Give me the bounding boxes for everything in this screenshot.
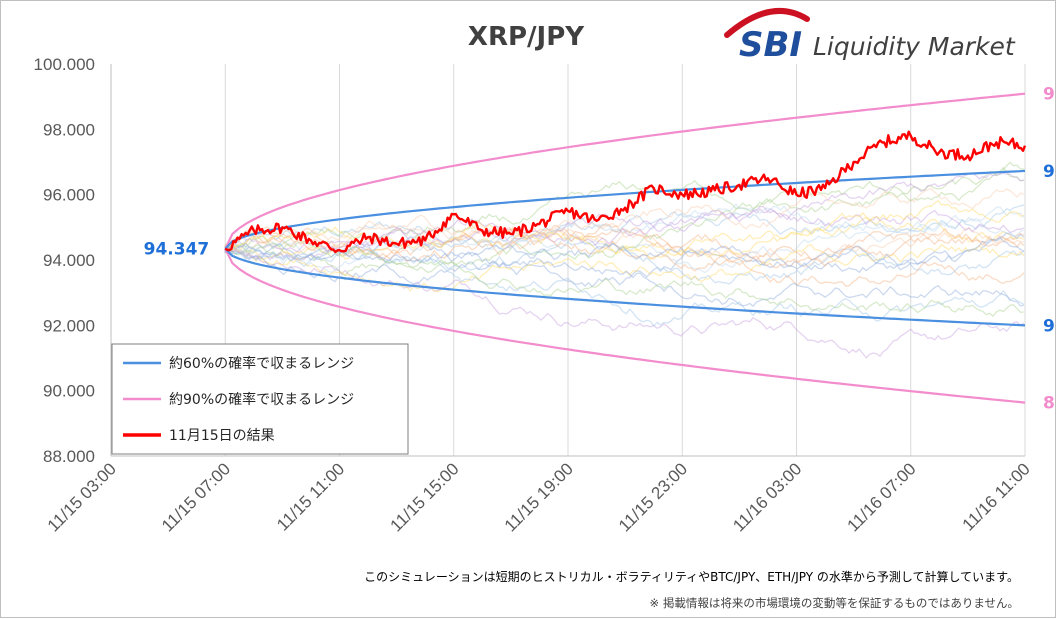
legend-label-range60: 約60%の確率で収まるレンジ xyxy=(169,355,354,372)
logo-text: Liquidity Market xyxy=(813,32,1016,61)
simulation-path xyxy=(224,242,1025,293)
simulation-path xyxy=(224,236,1025,270)
range90-upper-label: 99.091 xyxy=(1043,85,1056,105)
range60-lower-line xyxy=(224,247,1026,327)
range-bands xyxy=(224,92,1026,404)
chart-title: XRP/JPY xyxy=(468,22,585,52)
y-tick-label: 94.000 xyxy=(43,251,95,270)
x-tick-label: 11/16 11:00 xyxy=(959,459,1034,534)
simulation-path xyxy=(224,222,1025,287)
y-tick-label: 100.000 xyxy=(34,55,95,74)
legend-label-range90: 約90%の確率で収まるレンジ xyxy=(169,391,354,408)
x-tick-label: 11/16 03:00 xyxy=(729,459,805,535)
x-tick-label: 11/15 11:00 xyxy=(273,459,348,534)
simulation-path xyxy=(224,205,1025,261)
y-tick-label: 90.000 xyxy=(43,382,95,401)
sbi-logo: SBI Liquidity Market xyxy=(724,8,1016,65)
background-simulations xyxy=(224,161,1025,359)
x-tick-label: 11/15 15:00 xyxy=(387,459,463,535)
simulation-path xyxy=(224,232,1025,288)
y-tick-label: 92.000 xyxy=(43,316,95,335)
simulation-path xyxy=(224,187,1025,249)
simulation-path xyxy=(224,239,1024,318)
range60-lower-label: 91.999 xyxy=(1043,316,1056,336)
simulation-path xyxy=(224,241,1025,285)
footnote-simulation: このシミュレーションは短期のヒストリカル・ボラティリティやBTC/JPY、ETH… xyxy=(364,569,1019,584)
range90-lower-line xyxy=(224,248,1026,404)
y-axis-ticks: 100.000 98.000 96.000 94.000 92.000 90.000 88.… xyxy=(34,55,95,466)
simulation-path xyxy=(224,216,1025,262)
y-tick-label: 98.000 xyxy=(43,120,95,139)
y-tick-label: 88.000 xyxy=(43,447,95,466)
x-tick-label: 11/15 07:00 xyxy=(158,459,234,535)
simulation-path xyxy=(224,172,1025,253)
x-tick-label: 11/15 23:00 xyxy=(615,459,691,535)
range90-upper-line xyxy=(224,92,1026,250)
simulation-path xyxy=(224,226,1025,272)
logo-brand: SBI xyxy=(739,25,802,65)
simulation-path xyxy=(224,204,1024,252)
simulation-path xyxy=(224,199,1025,260)
simulation-path xyxy=(224,161,1024,254)
simulation-path xyxy=(224,206,1025,274)
x-tick-label: 11/15 03:00 xyxy=(44,459,120,535)
range60-upper-label: 96.727 xyxy=(1043,162,1056,182)
y-tick-label: 96.000 xyxy=(43,186,95,205)
range90-lower-label: 89.635 xyxy=(1043,394,1056,414)
legend-box xyxy=(111,343,409,455)
simulation-path xyxy=(224,247,1025,308)
footnote-disclaimer: ※ 掲載情報は将来の市場環境の変動等を保証するものではありません。 xyxy=(650,596,1019,610)
end-labels: 99.091 96.727 91.999 89.635 94.347 xyxy=(144,85,1056,414)
simulation-path xyxy=(224,166,1024,277)
x-axis-ticks: 11/15 03:00 11/15 07:00 11/15 11:00 11/15 1… xyxy=(44,459,1034,535)
result-line xyxy=(224,130,1027,254)
simulation-path xyxy=(224,214,1024,268)
legend-label-result: 11月15日の結果 xyxy=(169,428,275,444)
range60-upper-line xyxy=(224,169,1026,250)
simulation-path xyxy=(224,240,1025,327)
start-value-label: 94.347 xyxy=(144,240,210,260)
logo-swoosh-icon xyxy=(724,8,810,38)
legend: 約60%の確率で収まるレンジ 約90%の確率で収まるレンジ 11月15日の結果 xyxy=(111,343,409,455)
result-series xyxy=(224,130,1027,254)
simulation-path xyxy=(224,227,1025,262)
x-tick-label: 11/15 19:00 xyxy=(501,459,577,535)
x-tick-label: 11/16 07:00 xyxy=(844,459,920,535)
grid-lines xyxy=(110,64,1026,457)
simulation-path xyxy=(224,203,1025,256)
